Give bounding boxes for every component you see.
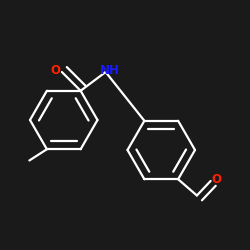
Text: O: O bbox=[211, 173, 221, 186]
Text: O: O bbox=[50, 64, 60, 77]
Text: NH: NH bbox=[100, 64, 120, 76]
